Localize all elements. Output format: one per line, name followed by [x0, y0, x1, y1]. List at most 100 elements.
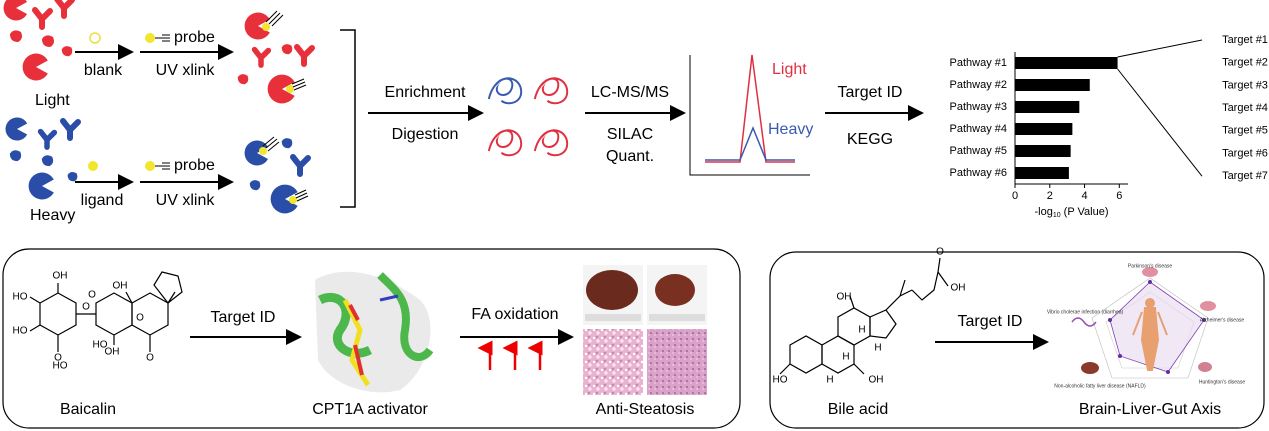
atom-label: HO [773, 375, 788, 386]
heavy-peak-label: Heavy [768, 121, 813, 138]
atom-label: HO [93, 340, 108, 351]
category-label: Pathway #3 [950, 101, 1007, 113]
bile-acid-structure [779, 257, 949, 375]
heavy-proteins [5, 117, 78, 200]
atom-label: OH [951, 283, 966, 294]
x-tick-label: 0 [1012, 190, 1018, 202]
outcome-label: Anti-Steatosis [596, 401, 695, 418]
increase-arrows [477, 340, 543, 370]
protein-structure [315, 271, 434, 393]
process-label: FA oxidation [471, 306, 558, 323]
quant-label: Quant. [606, 148, 654, 165]
atom-label: HO [13, 292, 28, 303]
x-tick-label: 4 [1081, 190, 1087, 202]
atom-label: O [82, 302, 90, 313]
x-axis-label-part: (P Value) [1061, 206, 1109, 218]
target-id-label: Target ID [958, 313, 1023, 330]
bar [1015, 167, 1069, 179]
target-label: Target #3 [1222, 79, 1268, 91]
category-label: Pathway #5 [950, 145, 1007, 157]
atom-label: O [936, 247, 944, 258]
atom-label: OH [105, 347, 120, 358]
baicalin-structure [29, 271, 183, 352]
heavy-labeled-proteins [244, 136, 308, 214]
atom-label: H [874, 343, 881, 354]
disease-label: Huntington's disease [1199, 379, 1245, 385]
blank-icon [89, 32, 101, 44]
x-axis-label: -log10 (P Value) [1034, 206, 1108, 219]
ligand-label: ligand [81, 192, 124, 209]
compound-label: Baicalin [60, 401, 116, 418]
atom-label: HO [13, 326, 28, 337]
bar [1015, 101, 1080, 113]
peptides [487, 77, 569, 157]
disease-label: Alzheimer's disease [1200, 317, 1245, 323]
liver-images [583, 265, 707, 395]
blank-label: blank [84, 62, 123, 79]
category-label: Pathway #1 [950, 57, 1007, 69]
target-label: Target #1 [1222, 34, 1268, 46]
connector [1117, 39, 1203, 58]
protein-label: CPT1A activator [312, 401, 428, 418]
x-tick-label: 2 [1047, 190, 1053, 202]
enrichment-label: Enrichment [385, 84, 466, 101]
category-label: Pathway #2 [950, 79, 1007, 91]
atom-label: H [842, 352, 849, 363]
bar [1015, 57, 1118, 69]
ms-spectrum [689, 54, 810, 176]
x-axis-label-sub: 10 [1053, 212, 1061, 219]
atom-label: O [136, 313, 144, 324]
atom-label: H [858, 325, 865, 336]
atom-label: O [54, 353, 62, 364]
ligand-icon [88, 161, 98, 171]
kegg-label: KEGG [847, 131, 893, 148]
bar [1015, 145, 1071, 157]
atom-label: H [826, 375, 833, 386]
atom-label: O [146, 353, 154, 364]
atom-label: OH [837, 292, 852, 303]
category-label: Pathway #4 [950, 123, 1007, 135]
atom-label: OH [53, 271, 68, 282]
axis-figure [1071, 267, 1216, 379]
panel [769, 251, 1265, 429]
atom-label: HO [53, 361, 68, 372]
digestion-label: Digestion [392, 126, 459, 143]
target-label: Target #4 [1222, 102, 1268, 114]
silac-label: SILAC [607, 126, 653, 143]
bracket [340, 29, 356, 208]
uv-xlink-label: UV xlink [156, 192, 216, 209]
x-tick-label: 6 [1116, 190, 1122, 202]
target-label: Target #7 [1222, 170, 1268, 182]
bar [1015, 123, 1073, 135]
target-id-label: Target ID [211, 309, 276, 326]
target-label: Target #6 [1222, 147, 1268, 159]
target-id-label: Target ID [838, 84, 903, 101]
probe-label: probe [174, 157, 215, 174]
atom-label: OH [869, 375, 884, 386]
kegg-chart: Pathway #1 Pathway #2 Pathway #3 Pathway #4… [950, 52, 1128, 219]
probe-icon [145, 33, 170, 43]
panel [2, 248, 741, 429]
light-peak-label: Light [772, 61, 807, 78]
target-label: Target #2 [1222, 57, 1268, 69]
outcome-label: Brain-Liver-Gut Axis [1079, 401, 1221, 418]
category-label: Pathway #6 [950, 167, 1007, 179]
atom-label: O [88, 290, 96, 301]
probe-icon [145, 161, 170, 171]
disease-label: Non-alcoholic fatty liver disease (NAFLD… [1054, 383, 1146, 389]
light-labeled-proteins [237, 10, 312, 104]
lcms-label: LC-MS/MS [591, 84, 669, 101]
light-proteins [3, 0, 73, 81]
light-label: Light [35, 92, 70, 109]
connector [1117, 68, 1203, 177]
disease-label: Parkinson's disease [1128, 263, 1173, 269]
disease-label: Vibrio cholerae infection (diarrhea) [1047, 309, 1124, 315]
atom-label: OH [113, 281, 128, 292]
target-list: Target #1 Target #2 Target #3 Target #4 Targ… [1117, 34, 1268, 182]
compound-label: Bile acid [828, 401, 888, 418]
x-axis-label-part: -log [1034, 206, 1052, 218]
target-label: Target #5 [1222, 125, 1268, 137]
bar [1015, 79, 1090, 91]
heavy-label: Heavy [30, 207, 75, 224]
